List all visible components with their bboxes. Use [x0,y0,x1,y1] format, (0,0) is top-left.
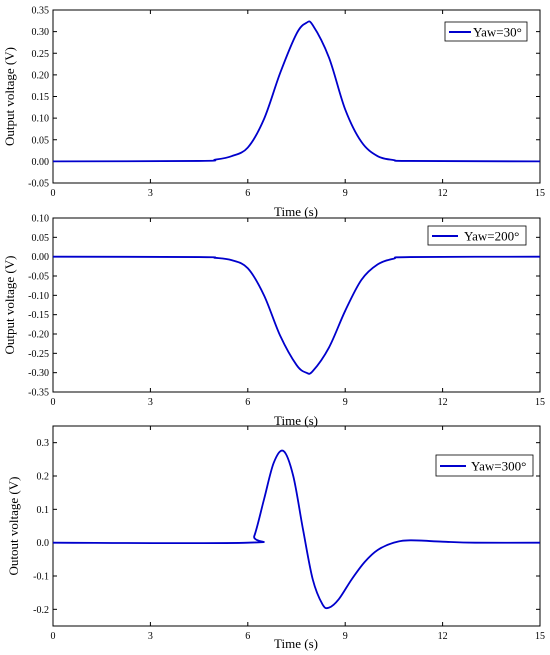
x-axis-ticks: 0 3 6 9 12 15 [51,10,545,199]
y-tick-label: -0.15 [28,310,49,321]
x-axis-ticks: 0 3 6 9 12 15 [51,218,545,408]
x-tick-label: 9 [343,188,348,199]
legend-box [435,454,534,477]
y-axis-title: Output voltage (V) [2,256,17,355]
y-tick-label: 0.00 [32,157,50,168]
x-axis-ticks: 0 3 6 9 12 15 [51,426,545,642]
legend: Yaw=300° [435,454,534,477]
chart-panel-3: -0.2 -0.1 0.0 0.1 0.2 0.3 0 3 6 9 12 15 Outout vol… [6,425,545,651]
legend: Yaw=200° [427,225,527,246]
x-tick-label: 6 [245,188,250,199]
y-tick-label: -0.30 [28,368,49,379]
y-tick-label: 0.2 [37,472,50,483]
chart-panel-1: -0.05 0.00 0.05 0.10 0.15 0.20 0.25 0.30 0.35 0 3… [2,6,545,220]
x-tick-label: 12 [438,631,448,642]
x-tick-label: 12 [438,188,448,199]
y-tick-label: 0.30 [32,27,50,38]
x-tick-label: 15 [535,397,545,408]
x-tick-label: 0 [51,397,56,408]
y-axis-ticks: -0.05 0.00 0.05 0.10 0.15 0.20 0.25 0.30 0.35 [28,6,540,190]
y-tick-label: 0.05 [32,233,50,244]
y-axis-ticks: -0.35 -0.30 -0.25 -0.20 -0.15 -0.10 -0.05 0.00 0… [28,214,540,399]
x-axis-title: Time (s) [274,413,318,428]
x-tick-label: 6 [245,397,250,408]
legend-box [444,21,528,42]
y-tick-label: -0.10 [28,291,49,302]
x-tick-label: 0 [51,631,56,642]
legend-label: Yaw=300° [471,459,526,474]
x-tick-label: 15 [535,631,545,642]
x-axis-title: Time (s) [274,204,318,219]
x-tick-label: 3 [148,631,153,642]
y-axis-ticks: -0.2 -0.1 0.0 0.1 0.2 0.3 [33,438,540,616]
x-axis-title: Time (s) [274,636,318,651]
y-tick-label: 0.10 [32,114,50,125]
y-tick-label: -0.25 [28,349,49,360]
y-tick-label: 0.15 [32,92,50,103]
y-axis-title: Output voltage (V) [2,47,17,146]
legend-label: Yaw=30° [473,25,522,40]
x-tick-label: 6 [245,631,250,642]
x-tick-label: 0 [51,188,56,199]
legend-box [427,225,527,246]
y-tick-label: -0.05 [28,272,49,283]
y-tick-label: 0.00 [32,252,50,263]
x-tick-label: 9 [343,631,348,642]
x-tick-label: 3 [148,188,153,199]
y-tick-label: 0.1 [37,505,50,516]
y-tick-label: 0.20 [32,70,50,81]
y-tick-label: -0.35 [28,388,49,399]
plot-frame [52,217,541,393]
y-tick-label: -0.05 [28,179,49,190]
y-tick-label: 0.10 [32,214,50,225]
y-tick-label: 0.25 [32,49,50,60]
y-axis-title: Outout voltage (V) [6,477,21,576]
y-tick-label: 0.05 [32,135,50,146]
series-line-yaw-30 [52,20,541,163]
y-tick-label: -0.20 [28,330,49,341]
x-tick-label: 12 [438,397,448,408]
y-tick-label: -0.2 [33,605,49,616]
x-tick-label: 9 [343,397,348,408]
y-tick-label: 0.35 [32,6,50,17]
x-tick-label: 15 [535,188,545,199]
plot-frame [52,425,541,627]
series-line-yaw-200 [52,255,541,375]
x-tick-label: 3 [148,397,153,408]
chart-panel-2: -0.35-0.30-0.25-0.20-0.15-0.10-0.050.000… [2,214,545,429]
legend: Yaw=30° [444,21,528,42]
legend-label: Yaw=200° [464,229,519,244]
y-tick-label: -0.1 [33,572,49,583]
series-line-yaw-300 [52,449,541,610]
y-tick-label: 0.0 [37,538,50,549]
y-tick-label: 0.3 [37,438,50,449]
